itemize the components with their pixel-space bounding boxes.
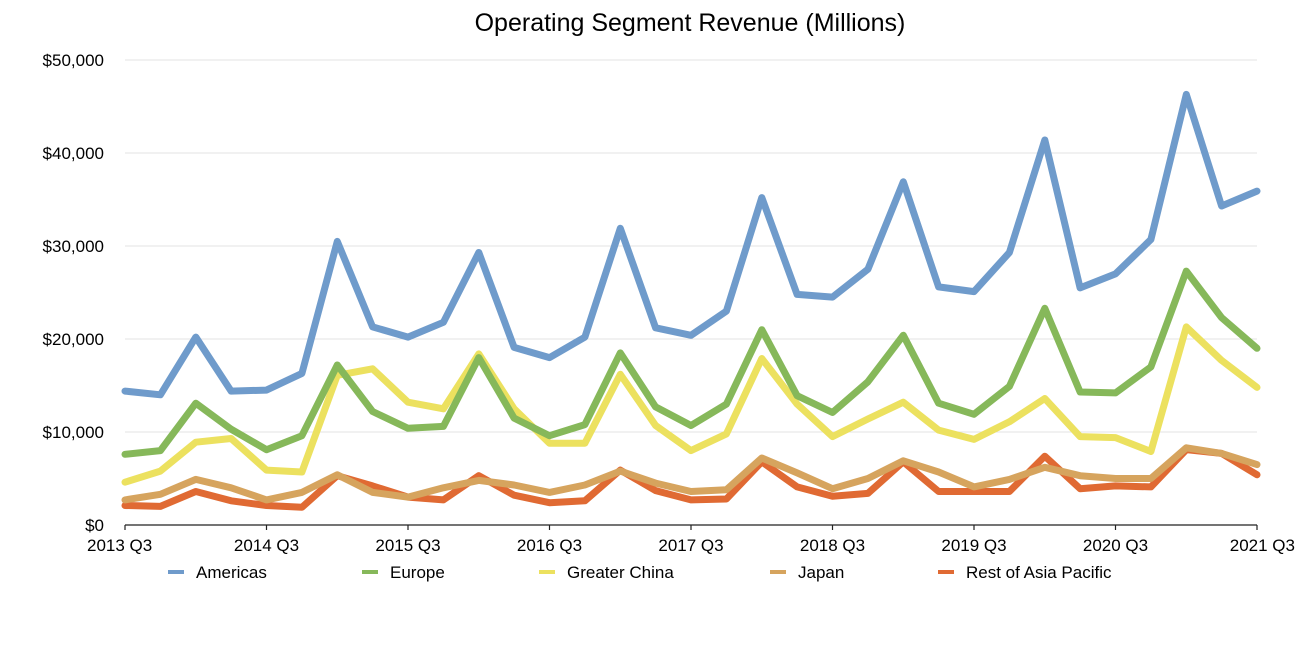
legend-label: Europe [390,563,445,582]
x-axis-ticks: 2013 Q3 2014 Q3 2015 Q3 2016 Q3 2017 Q3 2018 … [87,525,1295,555]
y-tick-label: $0 [85,516,104,535]
legend-label: Rest of Asia Pacific [966,563,1112,582]
legend-label: Americas [196,563,267,582]
y-tick-label: $10,000 [43,423,104,442]
chart-title: Operating Segment Revenue (Millions) [475,9,906,37]
legend-label: Greater China [567,563,674,582]
x-tick-label: 2013 Q3 [87,536,152,555]
x-tick-label: 2014 Q3 [234,536,299,555]
x-tick-label: 2021 Q3 [1230,536,1295,555]
series-line-greater-china [121,323,1261,486]
x-tick-label: 2020 Q3 [1083,536,1148,555]
series-line-americas [121,90,1261,399]
y-tick-label: $20,000 [43,330,104,349]
y-tick-label: $50,000 [43,51,104,70]
x-tick-label: 2017 Q3 [658,536,723,555]
legend-label: Japan [798,563,844,582]
series-line-europe [121,267,1261,458]
series-line-rest-of-asia-pacific [121,446,1261,511]
series-lines [121,90,1261,511]
x-tick-label: 2019 Q3 [941,536,1006,555]
y-tick-label: $40,000 [43,144,104,163]
legend: Americas Europe Greater China Japan Rest of … [168,563,1112,582]
y-axis-ticks: $0 $10,000 $20,000 $30,000 $40,000 $50,000 [43,51,104,535]
x-tick-label: 2016 Q3 [517,536,582,555]
y-tick-label: $30,000 [43,237,104,256]
x-tick-label: 2018 Q3 [800,536,865,555]
x-tick-label: 2015 Q3 [375,536,440,555]
series-line-japan [121,444,1261,504]
